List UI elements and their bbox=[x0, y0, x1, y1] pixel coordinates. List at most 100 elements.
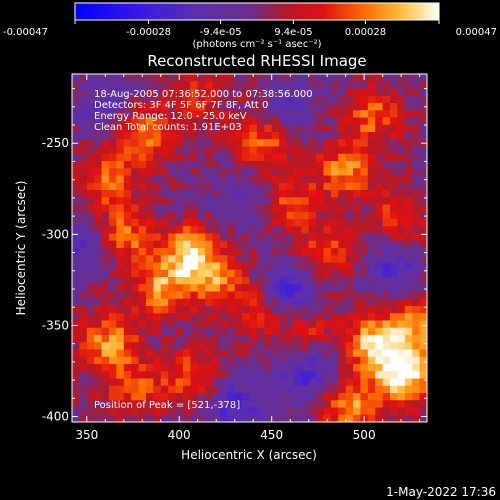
heatmap-cell bbox=[138, 124, 147, 133]
heatmap-cell bbox=[345, 240, 354, 249]
heatmap-cell bbox=[412, 81, 421, 90]
heatmap-cell bbox=[330, 153, 339, 162]
heatmap-cell bbox=[101, 95, 110, 104]
heatmap-cell bbox=[353, 349, 362, 358]
heatmap-cell bbox=[367, 320, 376, 329]
heatmap-cell bbox=[182, 182, 191, 191]
heatmap-cell bbox=[108, 327, 117, 336]
heatmap-cell bbox=[264, 233, 273, 242]
heatmap-cell bbox=[72, 88, 80, 97]
heatmap-cell bbox=[190, 81, 199, 90]
heatmap-cell bbox=[316, 277, 325, 285]
heatmap-cell bbox=[345, 233, 354, 242]
heatmap-cell bbox=[116, 233, 125, 242]
heatmap-cell bbox=[242, 356, 251, 365]
heatmap-cell bbox=[316, 269, 325, 278]
heatmap-cell bbox=[108, 255, 117, 264]
heatmap-cell bbox=[234, 233, 243, 242]
heatmap-cell bbox=[249, 320, 258, 329]
heatmap-cell bbox=[108, 110, 117, 119]
heatmap-cell bbox=[271, 342, 280, 351]
heatmap-cell bbox=[138, 335, 147, 343]
heatmap-cell bbox=[153, 248, 162, 256]
heatmap-cell bbox=[301, 327, 310, 336]
heatmap-cell bbox=[153, 81, 162, 90]
heatmap-cell bbox=[153, 139, 162, 148]
heatmap-cell bbox=[375, 132, 384, 140]
heatmap-cell bbox=[219, 146, 228, 155]
heatmap-cell bbox=[330, 335, 339, 343]
heatmap-cell bbox=[234, 219, 243, 227]
heatmap-cell bbox=[404, 110, 413, 119]
heatmap-cell bbox=[316, 378, 325, 387]
heatmap-cell bbox=[116, 146, 125, 155]
heatmap-cell bbox=[323, 211, 332, 220]
heatmap-cell bbox=[205, 95, 214, 104]
heatmap-cell bbox=[316, 175, 325, 184]
heatmap-cell bbox=[419, 306, 427, 314]
heatmap-cell bbox=[360, 277, 369, 285]
heatmap-cell bbox=[72, 356, 80, 365]
heatmap-cell bbox=[242, 335, 251, 343]
heatmap-cell bbox=[271, 277, 280, 285]
heatmap-cell bbox=[271, 81, 280, 90]
heatmap-cell bbox=[131, 298, 140, 307]
heatmap-cell bbox=[301, 248, 310, 256]
heatmap-cell bbox=[286, 204, 295, 213]
heatmap-cell bbox=[190, 74, 199, 82]
heatmap-cell bbox=[279, 248, 288, 256]
heatmap-cell bbox=[108, 400, 117, 409]
heatmap-cell bbox=[330, 342, 339, 351]
heatmap-cell bbox=[168, 124, 177, 133]
heatmap-cell bbox=[94, 291, 103, 300]
heatmap-cell bbox=[205, 81, 214, 90]
heatmap-cell bbox=[397, 139, 406, 148]
heatmap-cell bbox=[145, 313, 154, 322]
heatmap-cell bbox=[390, 393, 399, 401]
heatmap-cell bbox=[182, 342, 191, 351]
heatmap-cell bbox=[131, 371, 140, 380]
heatmap-cell bbox=[234, 291, 243, 300]
heatmap-cell bbox=[145, 182, 154, 191]
x-tick-label: 400 bbox=[168, 428, 191, 442]
heatmap-cell bbox=[168, 110, 177, 119]
heatmap-cell bbox=[323, 385, 332, 394]
heatmap-cell bbox=[338, 255, 347, 264]
heatmap-cell bbox=[382, 81, 391, 90]
heatmap-cell bbox=[256, 182, 265, 191]
heatmap-cell bbox=[404, 211, 413, 220]
heatmap-cell bbox=[175, 306, 184, 314]
heatmap-cell bbox=[197, 407, 206, 416]
heatmap-cell bbox=[205, 342, 214, 351]
heatmap-cell bbox=[316, 182, 325, 191]
heatmap-cell bbox=[72, 306, 80, 314]
heatmap-cell bbox=[234, 161, 243, 169]
heatmap-cell bbox=[138, 161, 147, 169]
heatmap-cell bbox=[79, 269, 88, 278]
heatmap-cell bbox=[382, 255, 391, 264]
heatmap-cell bbox=[264, 320, 273, 329]
heatmap-cell bbox=[86, 327, 95, 336]
heatmap-cell bbox=[256, 197, 265, 206]
heatmap-cell bbox=[219, 219, 228, 227]
heatmap-cell bbox=[338, 356, 347, 365]
heatmap-cell bbox=[227, 240, 236, 249]
heatmap-cell bbox=[256, 81, 265, 90]
heatmap-cell bbox=[367, 364, 376, 372]
heatmap-cell bbox=[197, 255, 206, 264]
heatmap-cell bbox=[168, 139, 177, 148]
heatmap-cell bbox=[264, 364, 273, 372]
colorbar-gradient bbox=[74, 2, 440, 21]
heatmap-cell bbox=[182, 356, 191, 365]
heatmap-cell bbox=[249, 240, 258, 249]
heatmap-cell bbox=[353, 182, 362, 191]
heatmap-cell bbox=[338, 161, 347, 169]
heatmap-cell bbox=[375, 393, 384, 401]
heatmap-cell bbox=[330, 204, 339, 213]
heatmap-cell bbox=[382, 327, 391, 336]
heatmap-cell bbox=[168, 298, 177, 307]
heatmap-cell bbox=[264, 146, 273, 155]
heatmap-cell bbox=[219, 175, 228, 184]
heatmap-cell bbox=[190, 132, 199, 140]
heatmap-cell bbox=[160, 378, 169, 387]
